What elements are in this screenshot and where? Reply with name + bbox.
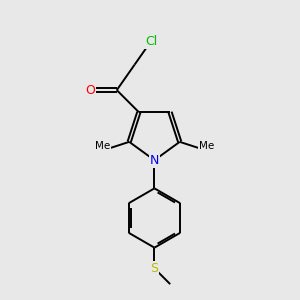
Text: Me: Me xyxy=(199,142,214,152)
Text: Cl: Cl xyxy=(145,35,158,48)
Text: O: O xyxy=(85,84,95,97)
Text: Me: Me xyxy=(95,142,110,152)
Text: S: S xyxy=(151,262,158,275)
Text: N: N xyxy=(150,154,159,167)
